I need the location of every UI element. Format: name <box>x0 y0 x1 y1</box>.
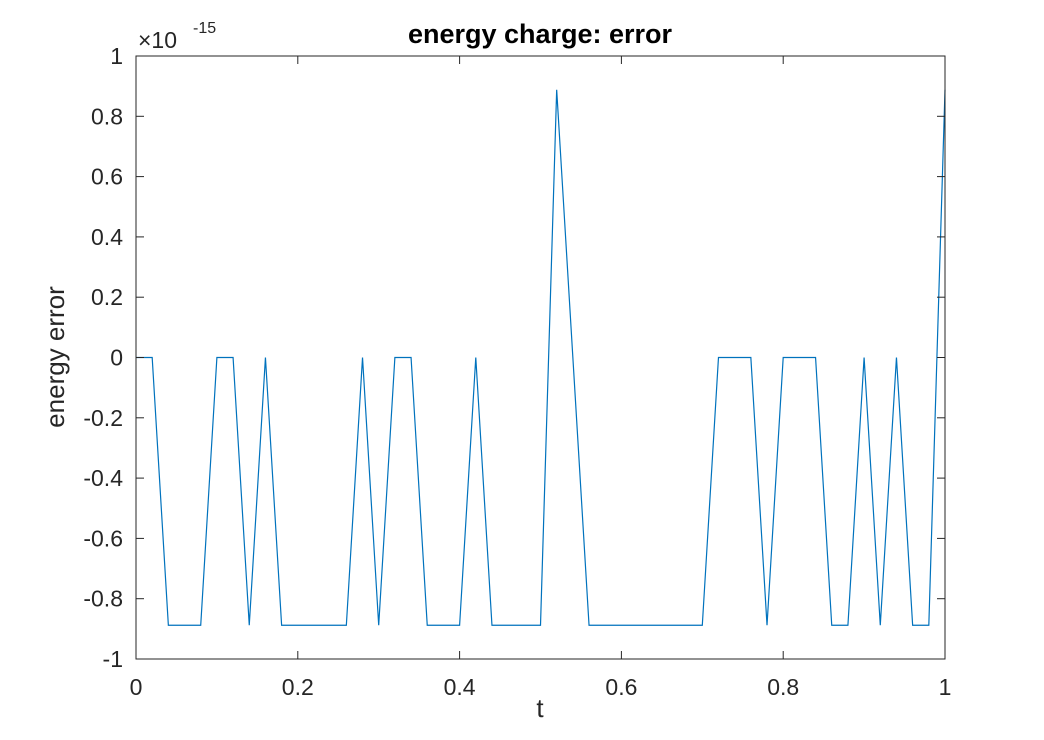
y-multiplier-base: ×10 <box>138 27 177 53</box>
x-tick-label: 0.8 <box>767 674 799 700</box>
plot-area <box>136 56 945 659</box>
y-multiplier-exponent: -15 <box>193 20 216 37</box>
plot-frame <box>135 55 946 660</box>
x-tick-label: 1 <box>939 674 952 700</box>
x-tick-label: 0 <box>130 674 143 700</box>
y-tick-label: 0.8 <box>91 103 123 129</box>
y-tick-label: -0.8 <box>83 586 123 612</box>
y-axis-label: energy error <box>40 286 70 428</box>
y-axis-ticks: -1 -0.8 -0.6 -0.4 -0.2 0 0.2 0.4 0.6 0.8 1 <box>83 43 945 672</box>
y-tick-label: -0.6 <box>83 525 123 551</box>
y-tick-label: -0.2 <box>83 405 123 431</box>
y-tick-label: -0.4 <box>83 465 123 491</box>
y-tick-label: -1 <box>103 646 123 672</box>
y-tick-label: 0 <box>110 345 123 371</box>
y-tick-label: 0.6 <box>91 164 123 190</box>
x-tick-label: 0.6 <box>605 674 637 700</box>
y-tick-label: 1 <box>110 43 123 69</box>
y-multiplier-label: ×10 -15 <box>138 20 216 53</box>
x-tick-label: 0.4 <box>444 674 476 700</box>
x-axis-label: t <box>536 693 544 723</box>
chart-title: energy charge: error <box>408 19 673 49</box>
y-tick-label: 0.2 <box>91 284 123 310</box>
series-line <box>136 89 946 626</box>
x-tick-label: 0.2 <box>282 674 314 700</box>
series-layer <box>136 89 946 626</box>
y-tick-label: 0.4 <box>91 224 123 250</box>
x-axis-ticks: 0 0.2 0.4 0.6 0.8 1 <box>130 56 952 700</box>
